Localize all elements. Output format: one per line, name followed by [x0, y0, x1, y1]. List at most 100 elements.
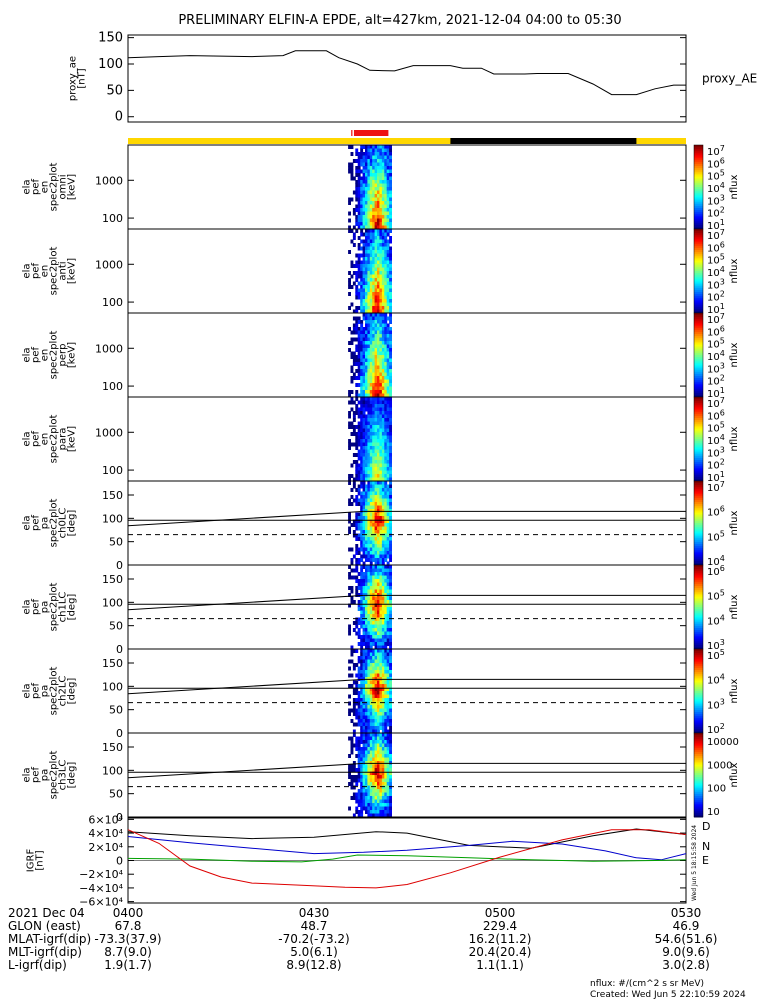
spectrogram-cell	[369, 715, 373, 720]
spectrogram-cell	[384, 425, 388, 429]
spectrogram-cell	[369, 537, 373, 541]
spectrogram-cell	[389, 799, 392, 804]
spectrogram-cell	[372, 152, 376, 156]
spectrogram-cell	[374, 740, 378, 744]
spectrogram-cell	[350, 285, 354, 289]
spectrogram-ylabel-line: ela	[22, 767, 33, 782]
spectrogram-cell	[372, 642, 376, 646]
spectrogram-ytick-label: 0	[116, 643, 123, 656]
spectrogram-cell	[374, 589, 378, 594]
spectrogram-cell	[386, 530, 390, 534]
spectrogram-cell	[377, 691, 380, 695]
spectrogram-cell	[365, 701, 368, 706]
spectrogram-cell	[377, 414, 380, 419]
spectrogram-panel-4: 1000100elapefenspec2plotpara[keV]1071061…	[22, 396, 741, 484]
spectrogram-cell	[386, 411, 390, 415]
spectrogram-cell	[355, 218, 359, 223]
colorbar-segment	[694, 376, 703, 379]
spectrogram-cell	[348, 341, 351, 345]
colorbar-tick-exponent: 3	[720, 445, 725, 454]
spectrogram-cell	[362, 803, 366, 807]
spectrogram-cell	[374, 397, 378, 401]
spectrogram-cell	[381, 495, 385, 499]
spectrogram-cell	[379, 519, 383, 524]
colorbar-segment	[694, 157, 703, 161]
spectrogram-cell	[379, 414, 383, 419]
colorbar-segment	[694, 384, 703, 387]
spectrogram-cell	[389, 197, 392, 202]
spectrogram-cell	[377, 180, 380, 184]
spectrogram-cell	[379, 327, 383, 331]
spectrogram-cell	[367, 250, 371, 254]
spectrogram-cell	[384, 694, 388, 699]
spectrogram-cell	[355, 768, 359, 772]
spectrogram-cell	[381, 421, 385, 426]
colorbar-segment	[694, 502, 703, 505]
spectrogram-cell	[389, 271, 392, 275]
colorbar-tick-base: 10	[707, 411, 720, 422]
spectrogram-cell	[357, 684, 361, 688]
spectrogram-cell	[381, 498, 385, 503]
spectrogram-cell	[389, 554, 392, 559]
spectrogram-cell	[374, 719, 378, 723]
colorbar-segment	[694, 535, 703, 539]
spectrogram-cell	[360, 187, 364, 191]
spectrogram-cell	[355, 439, 359, 443]
spectrogram-cell	[377, 369, 380, 373]
spectrogram-cell	[374, 267, 378, 272]
spectrogram-cell	[377, 218, 380, 223]
colorbar-tick-label: 107	[707, 396, 725, 410]
spectrogram-cell	[389, 390, 392, 394]
spectrogram-cell	[357, 281, 361, 286]
spectrogram-cell	[374, 505, 378, 510]
spectrogram-cell	[350, 302, 354, 307]
spectrogram-cell	[348, 701, 351, 706]
spectrogram-cell	[374, 372, 378, 377]
spectrogram-cell	[372, 253, 376, 258]
spectrogram-cell	[360, 642, 364, 646]
spectrogram-cell	[352, 355, 356, 359]
spectrogram-cell	[379, 775, 383, 779]
spectrogram-cell	[374, 390, 378, 394]
spectrogram-cell	[369, 316, 373, 321]
colorbar-segment	[694, 220, 703, 224]
spectrogram-cell	[367, 411, 371, 415]
spectrogram-cell	[365, 404, 368, 408]
spectrogram-cell	[360, 372, 364, 377]
spectrogram-cell	[389, 292, 392, 296]
spectrogram-cell	[384, 288, 388, 293]
spectrogram-cell	[365, 484, 368, 489]
colorbar-tick-exponent: 5	[720, 169, 725, 178]
spectrogram-cell	[372, 547, 376, 552]
spectrogram-cell	[369, 306, 373, 310]
spectrogram-cell	[377, 512, 380, 517]
spectrogram-cell	[369, 449, 373, 454]
spectrogram-cell	[352, 778, 356, 783]
spectrogram-cell	[384, 596, 388, 601]
spectrogram-cell	[386, 211, 390, 216]
colorbar-segment	[694, 657, 703, 660]
spectrogram-cell	[365, 313, 368, 317]
spectrogram-cell	[384, 190, 388, 195]
spectrogram-cell	[377, 663, 380, 667]
spectrogram-cell	[355, 477, 359, 482]
spectrogram-cell	[367, 180, 371, 184]
spectrogram-cell	[360, 274, 364, 279]
spectrogram-cell	[367, 257, 371, 261]
spectrogram-cell	[384, 519, 388, 524]
spectrogram-cell	[362, 673, 366, 678]
spectrogram-cell	[362, 561, 366, 566]
spectrogram-cell	[377, 600, 380, 604]
spectrogram-cell	[357, 271, 361, 275]
spectrogram-cell	[362, 638, 366, 643]
spectrogram-cell	[386, 512, 390, 517]
spectrogram-cell	[384, 558, 388, 562]
spectrogram-cell	[384, 271, 388, 275]
spectrogram-cell	[389, 803, 392, 807]
colorbar-segment	[694, 770, 703, 774]
spectrogram-cell	[360, 369, 364, 373]
spectrogram-cell	[381, 204, 385, 209]
spectrogram-cell	[365, 225, 368, 230]
spectrogram-cell	[377, 701, 380, 706]
spectrogram-cell	[362, 386, 366, 391]
